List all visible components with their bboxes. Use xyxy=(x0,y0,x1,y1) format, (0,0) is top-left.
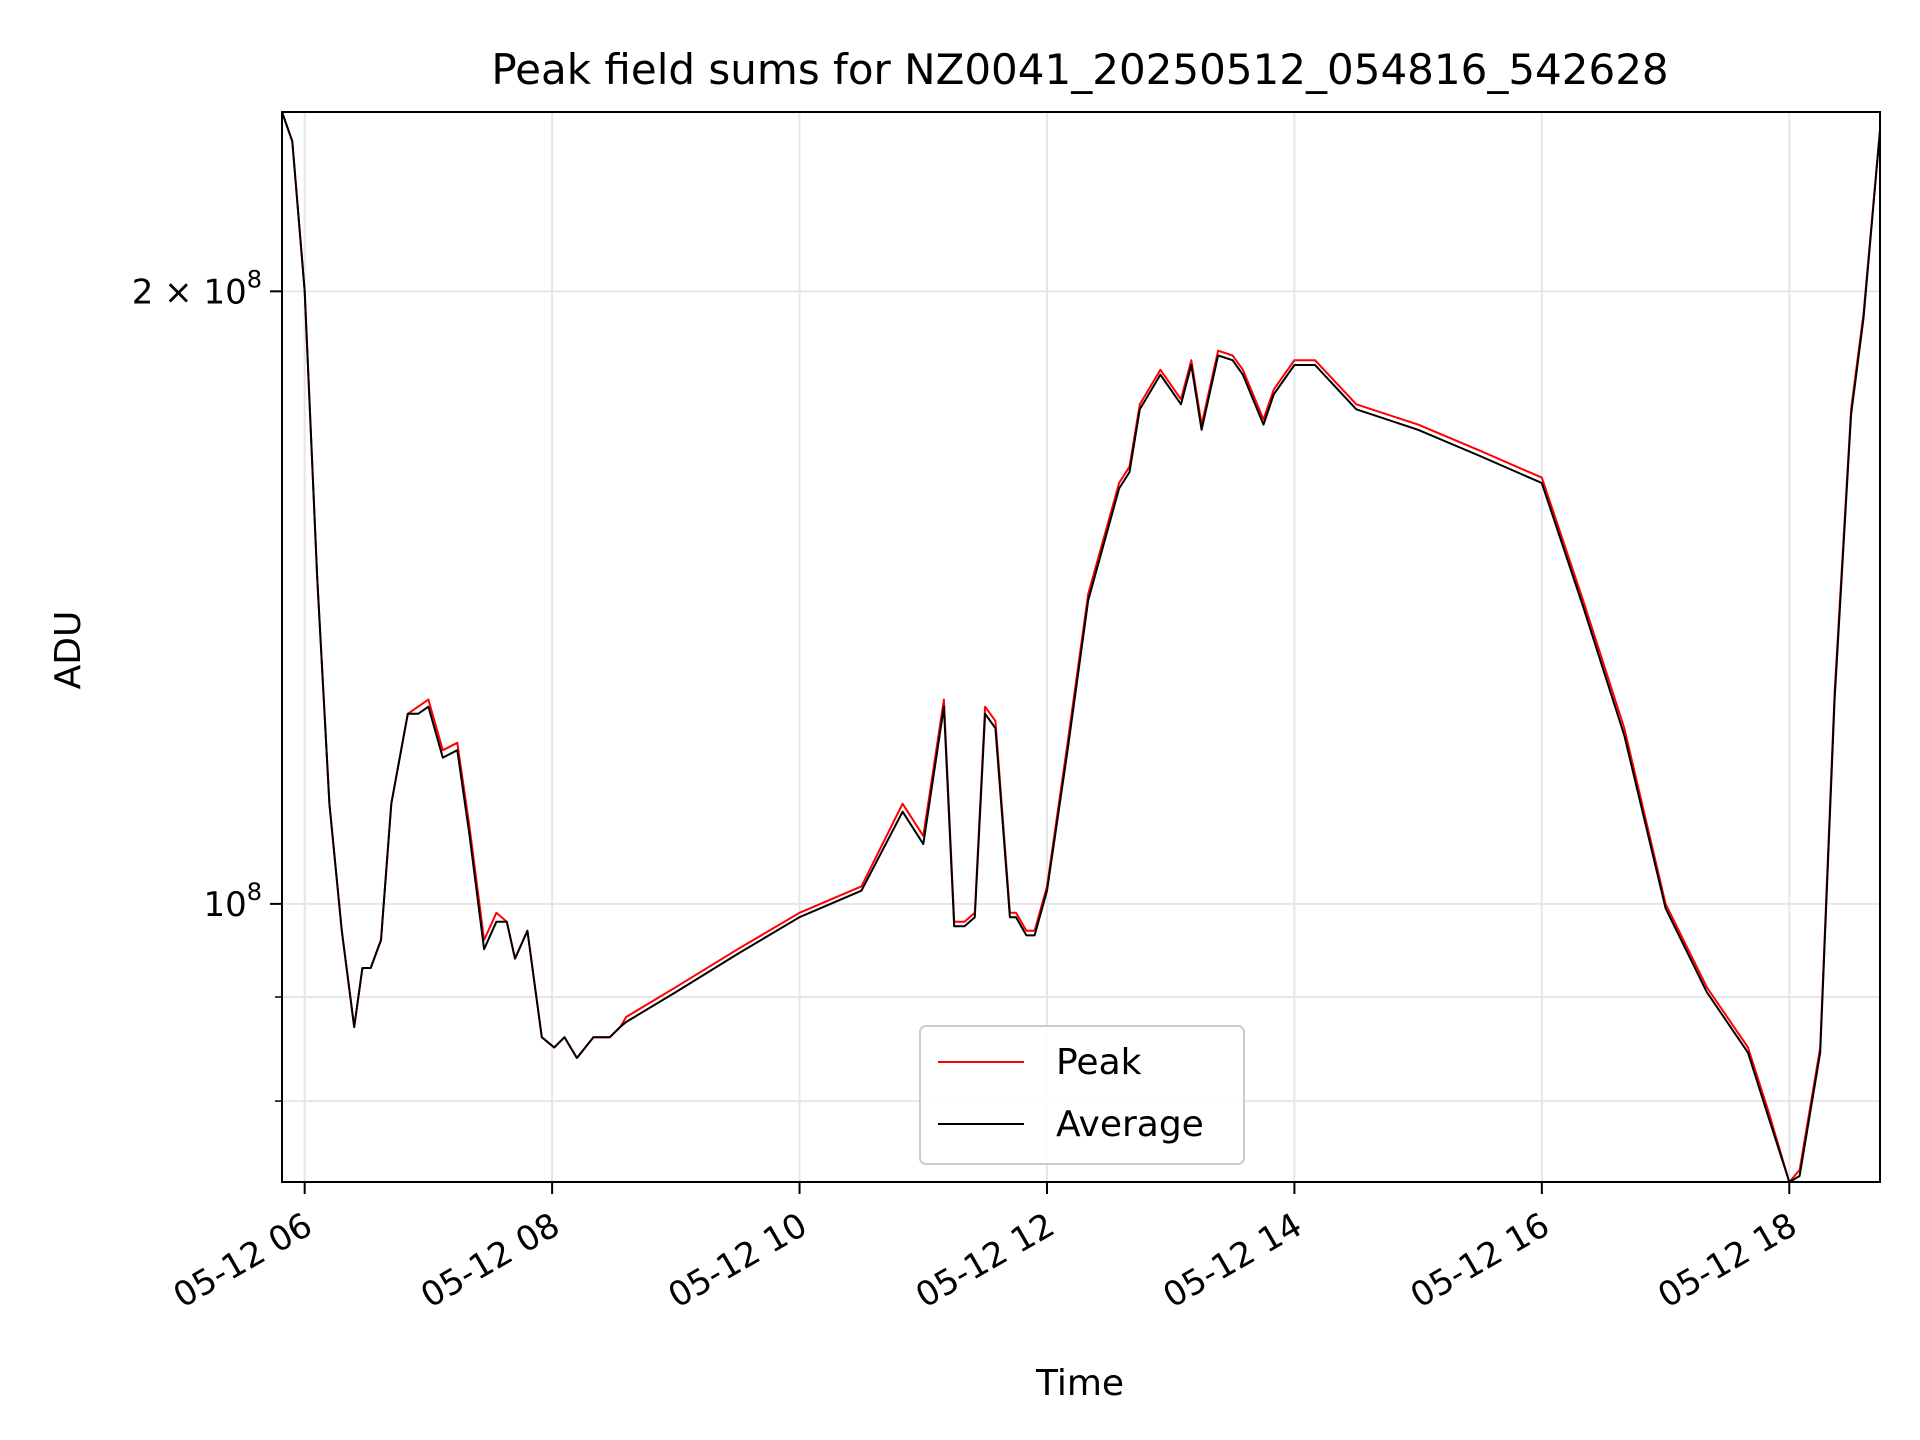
series-line-average xyxy=(281,111,1881,1183)
legend-label: Peak xyxy=(1056,1042,1142,1083)
legend-box xyxy=(919,1025,1245,1165)
legend-label: Average xyxy=(1056,1104,1204,1145)
y-axis-ticks: 2 × 108 108 xyxy=(132,265,282,1102)
y-axis-label: ADU xyxy=(48,611,89,690)
plot-frame xyxy=(281,111,1881,1183)
series-lines xyxy=(281,111,1881,1183)
y-tick-label: 108 xyxy=(203,878,262,925)
x-axis-label: Time xyxy=(1035,1363,1124,1404)
chart-title: Peak field sums for NZ0041_20250512_0548… xyxy=(491,45,1668,94)
y-tick-label: 2 × 108 xyxy=(132,265,262,312)
legend: Peak Average xyxy=(919,1025,1245,1165)
